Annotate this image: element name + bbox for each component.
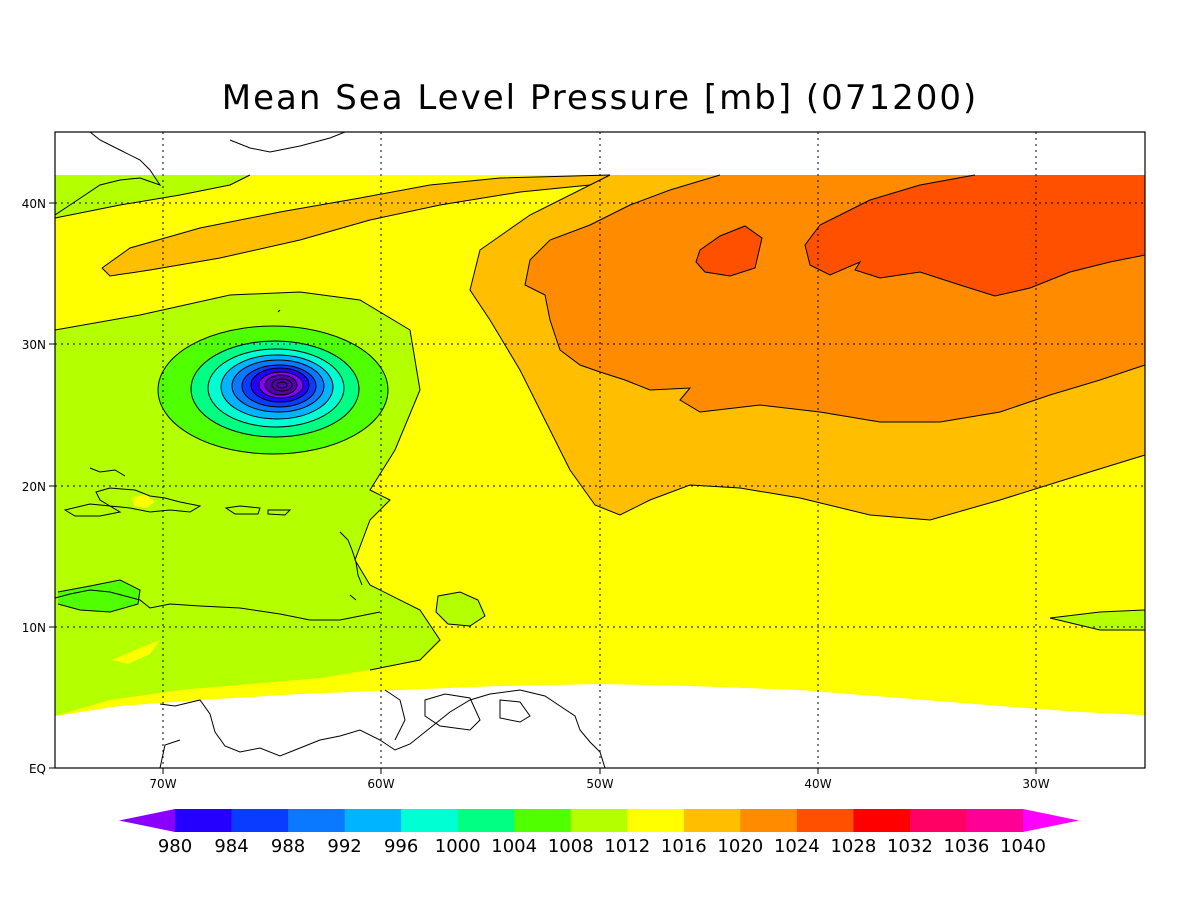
field-patch-caribbean [58, 580, 140, 612]
field-patch-sa [112, 640, 160, 664]
colorbar-swatch [570, 809, 628, 832]
colorbar-swatch [853, 809, 911, 832]
map-title: Mean Sea Level Pressure [mb] (071200) [221, 78, 979, 118]
coast-north-america [55, 132, 162, 216]
colorbar-label: 1040 [1000, 836, 1046, 857]
lat-label-10n: 10N [22, 621, 46, 635]
colorbar-swatch [683, 809, 741, 832]
colorbar-swatch [288, 809, 346, 832]
colorbar-label: 988 [271, 836, 305, 857]
colorbar-arrow-low [119, 809, 175, 832]
lon-label-40w: 40W [804, 777, 831, 791]
colorbar-swatch [514, 809, 572, 832]
colorbar-label: 992 [327, 836, 361, 857]
low-pressure-system [157, 325, 389, 455]
field-patch-hispaniola [132, 494, 155, 508]
colorbar-swatch [796, 809, 854, 832]
colorbar-label: 984 [214, 836, 248, 857]
colorbar-label: 1000 [435, 836, 481, 857]
coastlines [55, 132, 606, 768]
colorbar-label: 1012 [604, 836, 650, 857]
colorbar-label: 980 [158, 836, 192, 857]
field-1016-1020-north [102, 175, 610, 276]
colorbar: 980 984 988 992 996 1000 1004 1008 1012 1016 1020 1… [119, 809, 1079, 857]
gridlines [55, 132, 1145, 768]
coast-lesser-antilles [339, 531, 363, 601]
lon-label-50w: 50W [586, 777, 613, 791]
colorbar-label: 1008 [548, 836, 594, 857]
latitude-labels: 40N 30N 20N 10N EQ [22, 197, 46, 776]
colorbar-swatch [231, 809, 289, 832]
colorbar-label: 1020 [717, 836, 763, 857]
colorbar-swatch [740, 809, 798, 832]
colorbar-swatch [966, 809, 1024, 832]
colorbar-swatch [457, 809, 515, 832]
colorbar-label: 1004 [491, 836, 537, 857]
lat-label-eq: EQ [29, 762, 46, 776]
coast-greater-antilles [63, 467, 292, 517]
colorbar-label: 1024 [774, 836, 820, 857]
field-1024-1028-mid [696, 226, 762, 276]
colorbar-swatch [175, 809, 233, 832]
colorbar-label: 1016 [661, 836, 707, 857]
coast-south-america [159, 689, 606, 768]
colorbar-label: 1032 [887, 836, 933, 857]
coast-nova-scotia [229, 132, 346, 153]
lat-label-20n: 20N [22, 480, 46, 494]
colorbar-swatch [627, 809, 685, 832]
lat-label-30n: 30N [22, 338, 46, 352]
lon-label-60w: 60W [367, 777, 394, 791]
field-1008-1012-islands [436, 592, 485, 626]
lat-label-40n: 40N [22, 197, 46, 211]
lon-label-70w: 70W [149, 777, 176, 791]
colorbar-label: 1036 [944, 836, 990, 857]
colorbar-swatch [401, 809, 459, 832]
coast-central-america [55, 589, 381, 621]
lon-label-30w: 30W [1022, 777, 1049, 791]
isobar-lines [55, 174, 1145, 671]
field-1024-1028-east [805, 175, 1145, 296]
colorbar-swatch [344, 809, 402, 832]
colorbar-arrow-high [1023, 809, 1079, 832]
longitude-labels: 70W 60W 50W 40W 30W [149, 777, 1049, 791]
field-1008-1012-northwest [55, 175, 250, 218]
colorbar-swatch [909, 809, 967, 832]
colorbar-label: 1028 [830, 836, 876, 857]
tick-marks [49, 202, 1037, 774]
coast-bermuda [277, 309, 281, 313]
colorbar-label: 996 [384, 836, 418, 857]
field-1008-1012-east [1050, 610, 1145, 630]
